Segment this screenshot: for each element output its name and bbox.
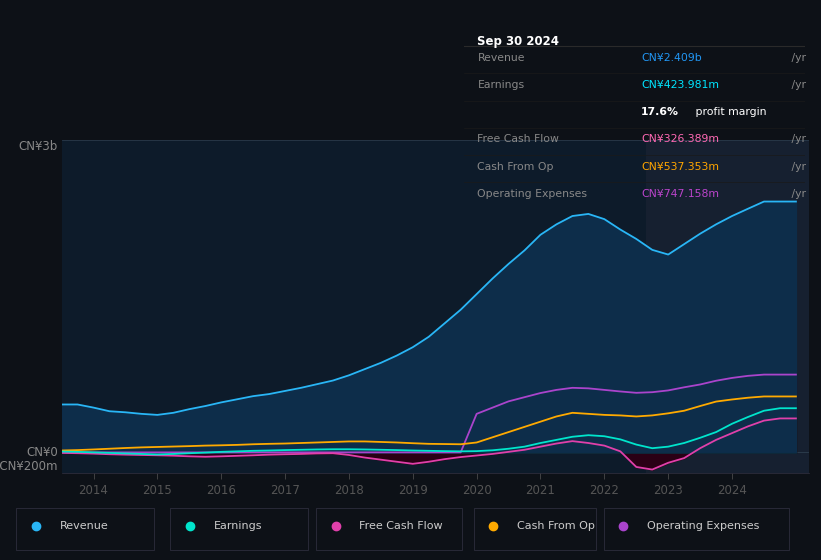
- Text: Earnings: Earnings: [213, 521, 262, 531]
- Text: /yr: /yr: [787, 161, 805, 171]
- Text: CN¥423.981m: CN¥423.981m: [641, 80, 719, 90]
- Text: 17.6%: 17.6%: [641, 107, 679, 117]
- Text: Operating Expenses: Operating Expenses: [647, 521, 759, 531]
- Text: /yr: /yr: [787, 53, 805, 63]
- Text: /yr: /yr: [787, 134, 805, 144]
- Text: CN¥747.158m: CN¥747.158m: [641, 189, 719, 199]
- Text: Cash From Op: Cash From Op: [478, 161, 554, 171]
- Text: /yr: /yr: [787, 80, 805, 90]
- Text: profit margin: profit margin: [692, 107, 767, 117]
- Text: CN¥3b: CN¥3b: [19, 140, 57, 153]
- Text: Cash From Op: Cash From Op: [517, 521, 594, 531]
- Text: /yr: /yr: [787, 189, 805, 199]
- Bar: [646, 140, 809, 473]
- Text: Operating Expenses: Operating Expenses: [478, 189, 588, 199]
- Text: CN¥2.409b: CN¥2.409b: [641, 53, 702, 63]
- Text: CN¥326.389m: CN¥326.389m: [641, 134, 719, 144]
- Text: Earnings: Earnings: [478, 80, 525, 90]
- Text: Revenue: Revenue: [60, 521, 108, 531]
- Text: CN¥0: CN¥0: [26, 446, 57, 459]
- Text: Revenue: Revenue: [478, 53, 525, 63]
- Text: Free Cash Flow: Free Cash Flow: [360, 521, 443, 531]
- Text: -CN¥200m: -CN¥200m: [0, 460, 57, 473]
- Text: CN¥537.353m: CN¥537.353m: [641, 161, 719, 171]
- Text: Free Cash Flow: Free Cash Flow: [478, 134, 559, 144]
- Text: Sep 30 2024: Sep 30 2024: [478, 35, 559, 48]
